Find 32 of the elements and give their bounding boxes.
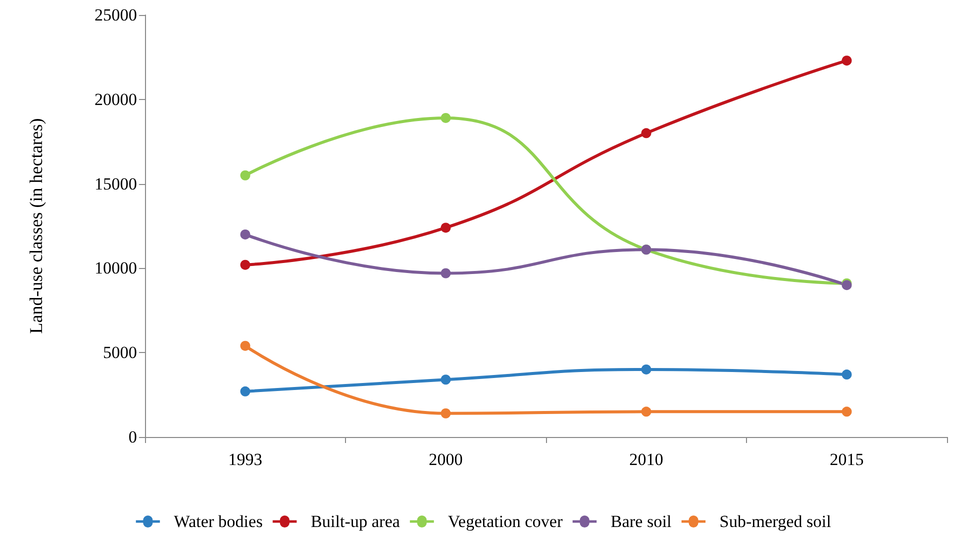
- point: [240, 170, 250, 180]
- point: [641, 364, 652, 374]
- y-tick-label: 20000: [94, 90, 137, 109]
- x-tick-label: 1993: [228, 450, 262, 469]
- point: [641, 406, 652, 417]
- y-tick-label: 0: [128, 428, 137, 446]
- x-tick-label: 2010: [629, 450, 664, 469]
- x-tick-label: 2015: [830, 450, 864, 469]
- point: [240, 340, 250, 351]
- y-tick-label: 25000: [94, 6, 137, 24]
- point: [440, 112, 451, 123]
- point: [842, 56, 852, 66]
- legend-label: Vegetation cover: [448, 512, 563, 531]
- y-axis-title: Land-use classes (in hectares): [26, 118, 46, 334]
- point: [842, 406, 852, 417]
- legend-label: Built-up area: [310, 512, 400, 531]
- point: [842, 370, 852, 380]
- point: [240, 386, 250, 396]
- legend-label: Bare soil: [610, 512, 672, 531]
- y-tick-label: 15000: [94, 174, 137, 194]
- y-tick-label: 5000: [103, 343, 137, 362]
- y-tick-label: 10000: [94, 258, 137, 278]
- legend-label: Water bodies: [174, 512, 263, 531]
- point: [240, 260, 250, 270]
- x-tick-label: 2000: [428, 450, 463, 469]
- legend-label: Sub-merged soil: [720, 512, 832, 531]
- point: [240, 229, 250, 240]
- point: [440, 222, 451, 233]
- point: [440, 374, 451, 385]
- point: [440, 268, 451, 278]
- point: [440, 408, 451, 418]
- point: [641, 128, 652, 138]
